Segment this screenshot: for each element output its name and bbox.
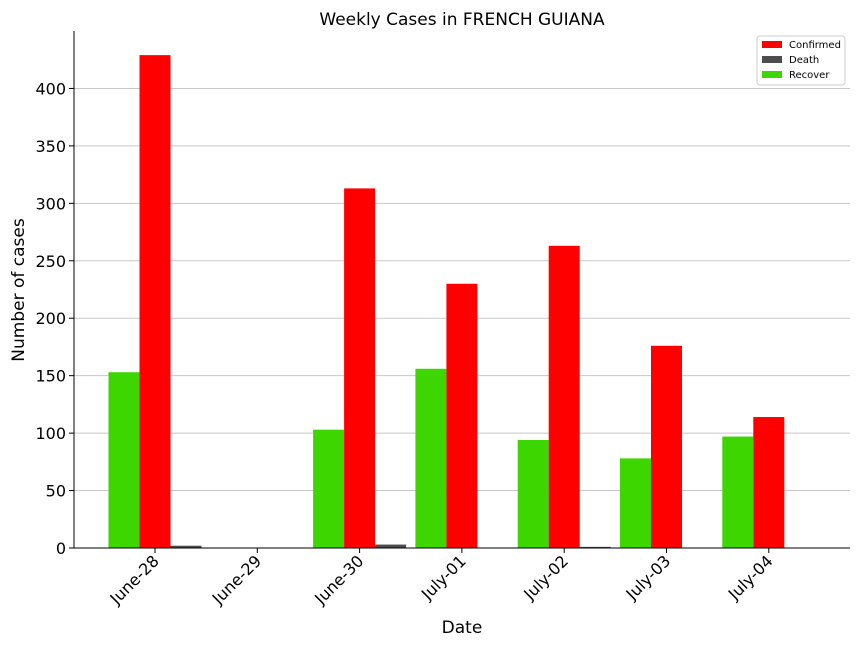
bar-confirmed-july-03 xyxy=(651,345,682,548)
y-tick-label: 400 xyxy=(35,79,66,98)
legend-label-confirmed: Confirmed xyxy=(789,40,841,51)
x-ticks: June-28 June-29 June-30 July-01 July-02 July-… xyxy=(106,548,777,609)
bar-recover-july-03 xyxy=(620,458,651,548)
bar-death-june-30 xyxy=(375,544,407,548)
bar-recover-july-02 xyxy=(517,440,549,548)
x-tick-label: July-03 xyxy=(622,551,675,604)
legend-label-recover: Recover xyxy=(789,70,830,81)
y-tick-label: 250 xyxy=(35,252,66,271)
legend-swatch-recover xyxy=(762,71,782,78)
legend-swatch-confirmed xyxy=(762,41,782,48)
y-tick-label: 200 xyxy=(35,309,66,328)
bar-confirmed-july-04 xyxy=(753,417,785,548)
bar-confirmed-july-02 xyxy=(548,245,580,548)
bar-confirmed-june-30 xyxy=(344,188,376,549)
bars xyxy=(108,55,785,549)
bar-recover-june-28 xyxy=(108,372,140,548)
legend-swatch-death xyxy=(762,56,782,63)
bar-recover-july-04 xyxy=(722,436,754,548)
bar-recover-july-01 xyxy=(415,368,447,548)
y-tick-label: 350 xyxy=(35,137,66,156)
bar-recover-june-30 xyxy=(313,429,345,548)
y-tick-label: 150 xyxy=(35,367,66,386)
bar-death-june-28 xyxy=(170,545,202,548)
y-tick-label: 50 xyxy=(46,482,66,501)
bar-death-july-02 xyxy=(579,546,611,548)
x-tick-label: July-01 xyxy=(417,551,470,604)
x-tick-label: July-04 xyxy=(724,551,777,604)
bar-confirmed-july-01 xyxy=(446,283,478,548)
y-tick-label: 0 xyxy=(56,539,66,558)
bar-confirmed-june-28 xyxy=(139,55,171,548)
x-axis-title: Date xyxy=(442,618,483,638)
chart-title: Weekly Cases in FRENCH GUIANA xyxy=(319,10,605,30)
y-tick-label: 300 xyxy=(35,194,66,213)
x-tick-label: June-28 xyxy=(106,551,163,608)
legend-label-death: Death xyxy=(789,55,819,66)
x-tick-label: June-30 xyxy=(310,551,367,608)
x-tick-label: June-29 xyxy=(208,551,265,608)
x-tick-label: July-02 xyxy=(519,551,572,604)
legend: Confirmed Death Recover xyxy=(756,35,846,86)
y-axis-title: Number of cases xyxy=(9,218,29,362)
y-tick-label: 100 xyxy=(35,424,66,443)
y-ticks: 0 50 100 150 200 250 300 350 400 xyxy=(35,79,74,558)
